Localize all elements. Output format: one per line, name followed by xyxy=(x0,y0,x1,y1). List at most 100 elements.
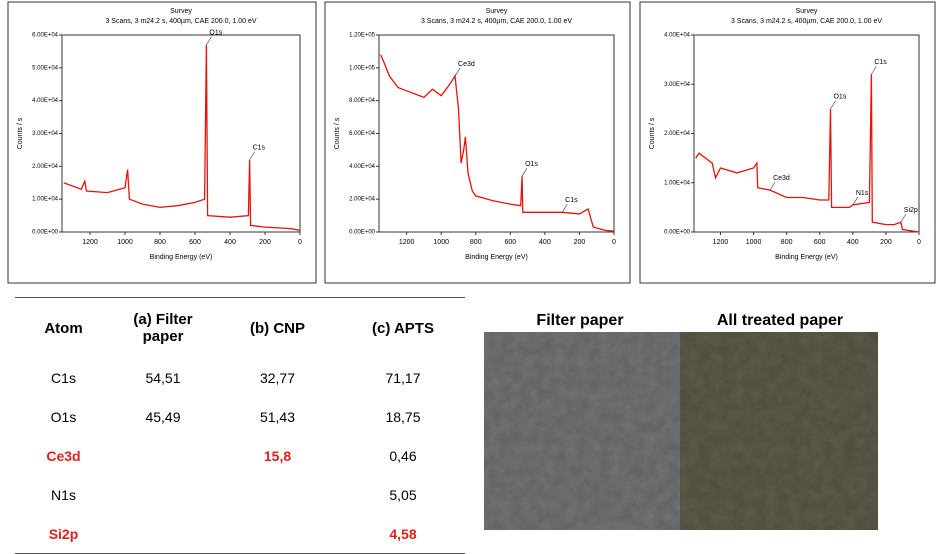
y-tick-label: 0.00E+00 xyxy=(664,230,691,236)
x-tick-label: 400 xyxy=(539,239,551,246)
x-axis-label: Binding Energy (eV) xyxy=(775,254,838,261)
x-axis-label: Binding Energy (eV) xyxy=(150,254,213,261)
table: Atom (a) Filter paper (b) CNP (c) APTS C… xyxy=(15,298,465,553)
chart-title: Survey xyxy=(796,8,818,15)
x-tick-label: 0 xyxy=(917,239,921,246)
cell: O1s xyxy=(50,408,77,425)
cell: C1s xyxy=(51,369,76,386)
annotation: C1s xyxy=(253,145,266,152)
annotation-leader xyxy=(769,181,776,191)
annotation-leader xyxy=(206,36,212,46)
chart-title: Survey xyxy=(170,8,192,15)
header-cell: (a) Filter paper xyxy=(133,311,193,345)
annotation-leader xyxy=(249,151,255,160)
x-tick-label: 1200 xyxy=(82,239,98,246)
chart-title: Survey xyxy=(486,8,508,15)
y-tick-label: 3.00E+04 xyxy=(664,82,691,88)
cell: Si2p xyxy=(48,525,79,542)
spectra: Survey 3 Scans, 3 m24.2 s, 400µm, CAE 200… xyxy=(7,1,936,284)
y-tick-label: 1.00E+04 xyxy=(664,180,691,186)
y-tick-label: 4.00E+04 xyxy=(664,33,691,39)
header-cell: (b) CNP xyxy=(250,319,305,337)
chart-subtitle: 3 Scans, 3 m24.2 s, 400µm, CAE 200.0, 1.… xyxy=(105,18,256,25)
photo-label: All treated paper xyxy=(717,312,843,329)
x-tick-label: 800 xyxy=(470,239,482,246)
panel-frame xyxy=(639,1,936,284)
photo-label: Filter paper xyxy=(536,312,623,329)
panel-frame xyxy=(324,1,631,284)
header-cell: Atom xyxy=(44,319,83,337)
y-axis-label: Counts / s xyxy=(334,117,341,149)
annotation: O1s xyxy=(833,94,846,101)
spectrum-line xyxy=(380,54,615,232)
annotation: C1s xyxy=(874,59,887,66)
y-tick-label: 0.00E+00 xyxy=(349,230,376,236)
cell: 0,46 xyxy=(389,447,417,464)
treated-paper-photo xyxy=(680,332,878,530)
y-tick-label: 6.00E+04 xyxy=(32,33,59,39)
annotation: C1s xyxy=(565,197,578,204)
cell: N1s xyxy=(51,486,76,503)
annotation: N1s xyxy=(856,190,869,197)
x-tick-label: 600 xyxy=(189,239,201,246)
y-tick-label: 1.00E+05 xyxy=(349,65,376,71)
photo-texture xyxy=(484,332,878,530)
y-tick-label: 1.00E+04 xyxy=(32,197,59,203)
y-tick-label: 4.00E+04 xyxy=(32,98,59,104)
x-tick-label: 600 xyxy=(814,239,826,246)
y-tick-label: 2.00E+04 xyxy=(664,131,691,137)
x-tick-label: 400 xyxy=(224,239,236,246)
y-tick-label: 2.00E+04 xyxy=(349,197,376,203)
x-tick-label: 1200 xyxy=(399,239,415,246)
annotation-leader xyxy=(830,100,836,110)
annotation: Ce3d xyxy=(458,61,475,68)
y-axis-label: Counts / s xyxy=(649,117,656,149)
cell: 51,43 xyxy=(259,408,296,425)
annotation: Si2p xyxy=(904,207,918,214)
annotation: Ce3d xyxy=(773,175,790,182)
annotation-leader xyxy=(561,204,568,213)
header-cell: (c) APTS xyxy=(372,319,434,337)
composition-table: Atom (a) Filter paper (b) CNP (c) APTS C… xyxy=(15,297,465,554)
y-tick-label: 1.20E+05 xyxy=(349,33,376,39)
x-tick-label: 1200 xyxy=(713,239,729,246)
y-tick-label: 4.00E+04 xyxy=(349,164,376,170)
cell: 15,8 xyxy=(263,447,292,464)
annotation: O1s xyxy=(525,161,538,168)
y-tick-label: 3.00E+04 xyxy=(32,131,59,137)
filter-paper-photo xyxy=(484,332,680,530)
x-tick-label: 1000 xyxy=(746,239,762,246)
x-tick-label: 0 xyxy=(612,239,616,246)
y-tick-label: 5.00E+04 xyxy=(32,65,59,71)
cell: 18,75 xyxy=(385,408,421,425)
chart-subtitle: 3 Scans, 3 m24.2 s, 400µm, CAE 200.0, 1.… xyxy=(421,18,572,25)
cell: 54,51 xyxy=(145,369,181,386)
cell: 32,77 xyxy=(259,369,296,386)
y-axis-label: Counts / s xyxy=(17,117,24,149)
annotation-leader xyxy=(852,196,859,206)
x-tick-label: 200 xyxy=(574,239,586,246)
cell: 4,58 xyxy=(389,525,417,542)
annotation-leader xyxy=(900,213,907,223)
cell: 71,17 xyxy=(385,369,421,386)
header-row: Atom (a) Filter paper (b) CNP (c) APTS xyxy=(15,298,465,358)
x-tick-label: 800 xyxy=(154,239,166,246)
x-tick-label: 600 xyxy=(504,239,516,246)
spectrum-line xyxy=(63,44,301,232)
cell: 45,49 xyxy=(145,408,181,425)
y-tick-label: 6.00E+04 xyxy=(349,131,376,137)
plot-frame xyxy=(378,34,615,233)
chart-subtitle: 3 Scans, 3 m24.2 s, 400µm, CAE 200.0, 1.… xyxy=(731,18,882,25)
cell: Ce3d xyxy=(46,447,81,464)
spectrum-line xyxy=(695,74,920,233)
panel-frame xyxy=(7,1,317,284)
x-tick-label: 1000 xyxy=(117,239,133,246)
annotation-leader xyxy=(871,66,877,75)
x-tick-label: 400 xyxy=(847,239,859,246)
annotation: O1s xyxy=(209,30,222,37)
cell: 5,05 xyxy=(389,486,417,503)
x-tick-label: 1000 xyxy=(433,239,449,246)
y-tick-label: 8.00E+04 xyxy=(349,98,376,104)
annotation-leader xyxy=(454,67,461,77)
